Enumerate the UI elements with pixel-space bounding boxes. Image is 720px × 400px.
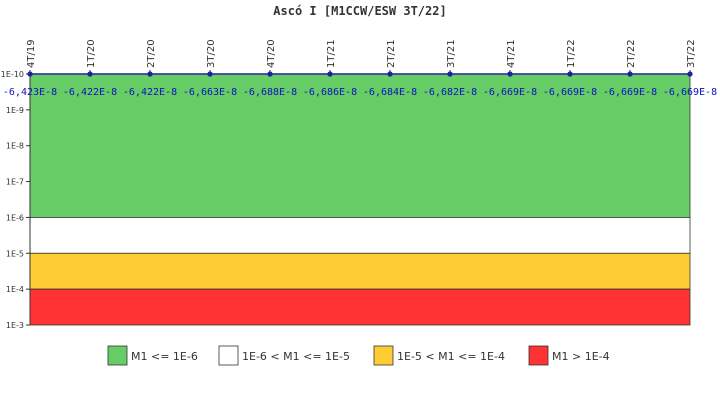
y-axis: 1E-10 1E-9 1E-8 1E-7 1E-6 1E-5 1E-4 1E-3 [1, 70, 31, 330]
threshold-bands [29, 73, 691, 326]
data-label: -6,686E-8 [303, 87, 357, 98]
data-point [387, 71, 393, 77]
data-label: -6,684E-8 [363, 87, 417, 98]
data-point [627, 71, 633, 77]
x-tick-label: 4T/19 [26, 39, 37, 68]
legend-swatch [528, 345, 549, 366]
data-label: -6,688E-8 [243, 87, 297, 98]
y-tick-label: 1E-5 [6, 249, 24, 258]
data-point [207, 71, 213, 77]
legend: M1 <= 1E-6 1E-6 < M1 <= 1E-5 1E-5 < M1 <= … [107, 345, 610, 366]
legend-swatch [218, 345, 239, 366]
x-tick-label: 3T/22 [686, 39, 697, 68]
x-tick-label: 4T/20 [266, 39, 277, 68]
y-tick-label: 1E-10 [1, 70, 24, 79]
legend-label: 1E-6 < M1 <= 1E-5 [242, 350, 350, 363]
band-3 [29, 288, 691, 326]
x-tick-label: 1T/20 [86, 39, 97, 68]
y-tick-label: 1E-9 [6, 106, 24, 115]
y-tick-label: 1E-8 [6, 142, 24, 151]
legend-label: 1E-5 < M1 <= 1E-4 [397, 350, 505, 363]
y-tick-label: 1E-6 [6, 213, 24, 222]
chart-title: Ascó I [M1CCW/ESW 3T/22] [273, 4, 446, 18]
data-label: -6,663E-8 [183, 87, 237, 98]
band-1 [29, 217, 691, 254]
data-label: -6,669E-8 [603, 87, 657, 98]
data-point [87, 71, 93, 77]
data-label: -6,669E-8 [483, 87, 537, 98]
x-axis: 4T/19 1T/20 2T/20 3T/20 4T/20 1T/21 2T/21 3T/21… [26, 39, 697, 75]
legend-label: M1 > 1E-4 [552, 350, 610, 363]
data-point [567, 71, 573, 77]
data-label: -6,682E-8 [423, 87, 477, 98]
band-0 [29, 73, 691, 218]
data-point [687, 71, 693, 77]
data-point [507, 71, 513, 77]
x-tick-label: 2T/20 [146, 39, 157, 68]
y-tick-label: 1E-7 [6, 178, 24, 187]
x-tick-label: 4T/21 [506, 39, 517, 68]
x-tick-label: 1T/21 [326, 39, 337, 68]
legend-label: M1 <= 1E-6 [131, 350, 198, 363]
data-point [27, 71, 33, 77]
y-tick-label: 1E-4 [6, 285, 24, 294]
data-point [327, 71, 333, 77]
y-tick-label: 1E-3 [6, 321, 24, 330]
data-point [147, 71, 153, 77]
x-tick-label: 2T/21 [386, 39, 397, 68]
x-tick-label: 3T/21 [446, 39, 457, 68]
band-2 [29, 252, 691, 290]
data-label: -6,669E-8 [543, 87, 597, 98]
data-label: -6,423E-8 [3, 87, 57, 98]
x-tick-label: 1T/22 [566, 39, 577, 68]
data-label: -6,669E-8 [663, 87, 717, 98]
legend-swatch [373, 345, 394, 366]
x-tick-label: 2T/22 [626, 39, 637, 68]
legend-swatch [107, 345, 128, 366]
data-point [447, 71, 453, 77]
data-point [267, 71, 273, 77]
data-label: -6,422E-8 [63, 87, 117, 98]
data-label: -6,422E-8 [123, 87, 177, 98]
x-tick-label: 3T/20 [206, 39, 217, 68]
data-series: -6,423E-8 -6,422E-8 -6,422E-8 -6,663E-8 -6,6… [3, 71, 717, 98]
